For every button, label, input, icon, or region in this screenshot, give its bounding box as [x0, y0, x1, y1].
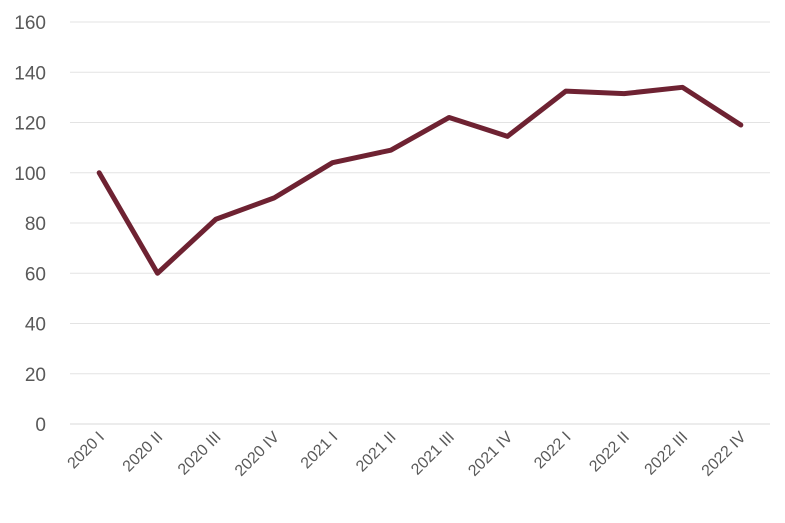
x-tick-label: 2022 III [642, 429, 692, 479]
x-tick-label: 2022 II [586, 429, 633, 476]
y-tick-label: 120 [14, 114, 46, 135]
y-tick-label: 140 [14, 63, 46, 84]
x-tick-label: 2022 I [531, 429, 574, 472]
y-tick-label: 60 [25, 264, 46, 285]
x-tick-label: 2020 III [175, 429, 225, 479]
x-tick-label: 2020 I [65, 429, 108, 472]
x-tick-label: 2021 II [353, 429, 400, 476]
y-tick-label: 20 [25, 365, 46, 386]
x-tick-label: 2021 III [408, 429, 458, 479]
x-tick-label: 2020 II [120, 429, 167, 476]
gridlines [70, 22, 770, 424]
y-tick-label: 160 [14, 13, 46, 34]
y-axis-tick-labels: 0 20 40 60 80 100 120 140 160 [14, 13, 46, 436]
y-tick-label: 40 [25, 315, 46, 336]
y-tick-label: 100 [14, 164, 46, 185]
series-group [99, 87, 741, 273]
x-tick-label: 2021 IV [465, 429, 516, 480]
y-tick-label: 80 [25, 214, 46, 235]
x-tick-label: 2021 I [298, 429, 341, 472]
x-tick-label: 2020 IV [232, 429, 283, 480]
y-tick-label: 0 [35, 415, 46, 436]
series-line [99, 87, 741, 273]
x-tick-label: 2022 IV [699, 429, 750, 480]
